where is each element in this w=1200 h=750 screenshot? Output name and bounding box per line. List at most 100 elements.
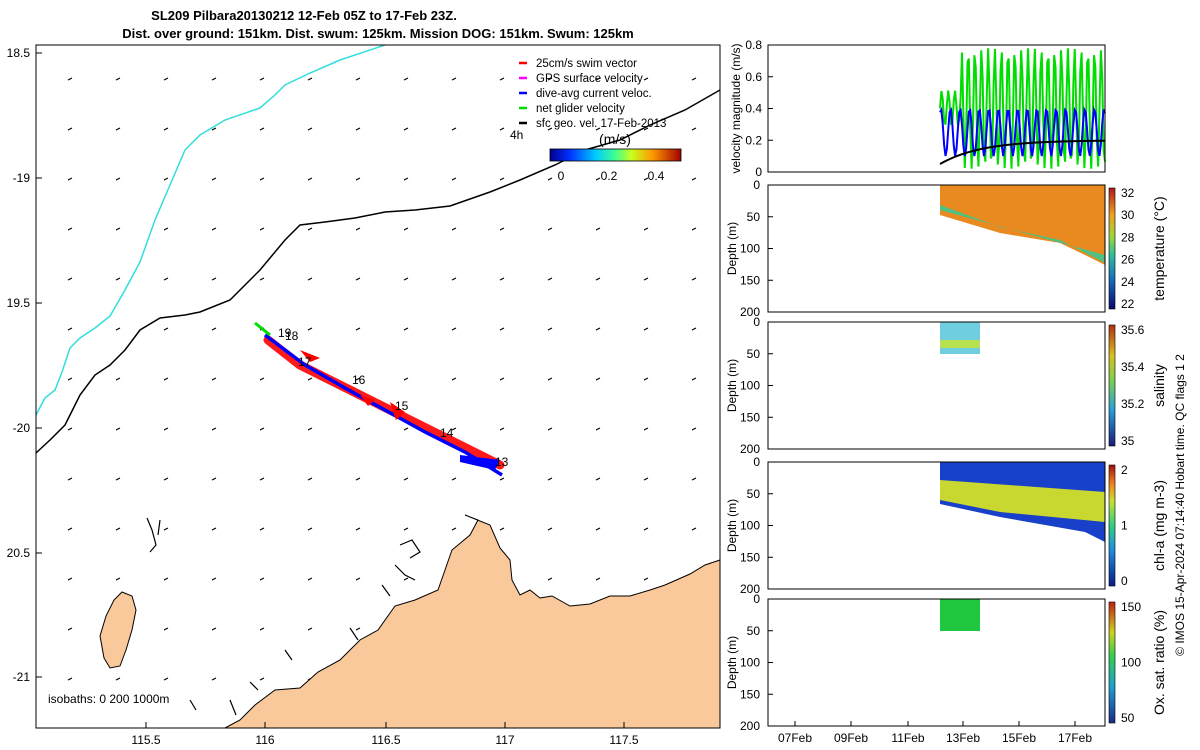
salinity-field <box>940 322 980 354</box>
velocity-arrow <box>403 477 409 481</box>
time-tick-label: 09Feb <box>834 731 868 745</box>
velocity-arrow <box>115 177 121 181</box>
colorbar-tick-label: 1 <box>1121 519 1128 533</box>
time-tick-label: 07Feb <box>778 731 812 745</box>
colorbar-chl-a <box>1108 464 1116 587</box>
velocity-arrow <box>307 527 313 531</box>
map-ytick-label: -21 <box>13 670 31 684</box>
velocity-arrow <box>115 277 121 281</box>
dive-current-cluster <box>460 455 500 470</box>
colorbar-tick-label: 24 <box>1121 275 1135 289</box>
velocity-arrow <box>451 277 457 281</box>
velocity-arrow <box>355 177 361 181</box>
velocity-arrow <box>115 427 121 431</box>
velocity-arrow <box>403 527 409 531</box>
map-ytick-label: -19 <box>13 171 31 185</box>
velocity-arrow <box>67 577 73 581</box>
colorbar-oxygen <box>1108 601 1116 724</box>
panel-frame <box>767 598 1106 727</box>
swim-vector-track <box>263 335 505 470</box>
map-ytick-label: 18.5 <box>7 46 31 60</box>
map-frame <box>35 44 721 729</box>
velocity-arrow <box>67 177 73 181</box>
panel-salinity: 0 50 100 150 200 Depth (m) 35 35.2 35.4 35.6 salin… <box>725 315 1167 456</box>
velocity-arrow <box>307 227 313 231</box>
colorbar-label: chl-a (mg m-3) <box>1151 480 1167 571</box>
velocity-arrow <box>163 677 169 681</box>
colorbar-tick-label: 22 <box>1121 297 1135 311</box>
time-axis: 07Feb 09Feb 11Feb 13Feb 15Feb 17Feb <box>778 721 1092 745</box>
map-xtick-label: 117 <box>495 733 514 747</box>
panel-frame <box>767 461 1106 590</box>
velocity-arrow <box>211 77 217 81</box>
velocity-arrow <box>643 77 649 81</box>
velocity-arrow <box>691 227 697 231</box>
velocity-arrow <box>355 577 361 581</box>
velocity-arrow <box>307 377 313 381</box>
velocity-ytick-label: 0.6 <box>745 70 762 84</box>
depth-ytick-label: 50 <box>747 624 761 638</box>
velocity-arrow <box>163 227 169 231</box>
velocity-arrow <box>547 527 553 531</box>
depth-ytick-label: 100 <box>740 379 760 393</box>
depth-ylabel: Depth (m) <box>725 499 739 552</box>
depth-ytick-label: 200 <box>740 582 760 596</box>
colorbar-label: Ox. sat. ratio (%) <box>1151 610 1167 715</box>
velocity-arrow <box>595 427 601 431</box>
velocity-arrow <box>355 227 361 231</box>
velocity-arrow <box>547 377 553 381</box>
velocity-arrow <box>115 477 121 481</box>
speed-colorbar-ticks: 0 0.2 0.4 <box>558 169 665 183</box>
time-tick-label: 15Feb <box>1002 731 1036 745</box>
velocity-arrow <box>259 127 265 131</box>
velocity-arrow <box>499 77 505 81</box>
velocity-arrow <box>211 277 217 281</box>
map-longitude-ticks: 115.5 116 116.5 117 117.5 <box>131 722 639 747</box>
velocity-arrow <box>259 627 265 631</box>
net-velocity-series <box>939 48 1106 169</box>
velocity-arrow <box>451 527 457 531</box>
velocity-arrow <box>595 527 601 531</box>
velocity-arrow <box>259 277 265 281</box>
velocity-arrow <box>451 427 457 431</box>
surface-velocity-series <box>939 139 1106 165</box>
velocity-arrow <box>307 427 313 431</box>
velocity-arrow <box>595 227 601 231</box>
velocity-arrow <box>547 477 553 481</box>
velocity-arrow <box>115 77 121 81</box>
velocity-arrow <box>595 577 601 581</box>
velocity-arrow <box>499 527 505 531</box>
velocity-arrow <box>211 227 217 231</box>
velocity-arrow <box>259 577 265 581</box>
velocity-arrow <box>499 177 505 181</box>
velocity-arrow <box>403 327 409 331</box>
colorbar-tick-label: 50 <box>1121 711 1135 725</box>
velocity-arrow <box>499 377 505 381</box>
depth-ytick-label: 50 <box>747 347 761 361</box>
velocity-arrow <box>163 127 169 131</box>
panel-temperature: 0 50 100 150 200 Depth (m) 22 24 26 28 30 32 tempera… <box>725 178 1167 319</box>
velocity-arrow <box>451 477 457 481</box>
velocity-arrow <box>595 77 601 81</box>
velocity-arrow <box>115 527 121 531</box>
colorbar-tick-label: 32 <box>1121 186 1135 200</box>
velocity-arrow <box>307 477 313 481</box>
velocity-arrow <box>259 177 265 181</box>
velocity-arrow <box>499 227 505 231</box>
credit-text: © IMOS 15-Apr-2024 07:14:40 Hobart time.… <box>1173 354 1187 656</box>
day-label: 19 <box>278 326 292 340</box>
velocity-arrow <box>67 277 73 281</box>
colorbar-temperature <box>1108 187 1116 310</box>
speed-colorbar-label: (m/s) <box>599 131 631 147</box>
swim-vector-cluster <box>300 350 405 420</box>
velocity-arrow <box>643 227 649 231</box>
velocity-ytick-label: 0.4 <box>745 102 762 116</box>
velocity-arrow <box>691 327 697 331</box>
velocity-arrow <box>643 327 649 331</box>
velocity-arrow <box>67 377 73 381</box>
map-ytick-label: -20 <box>13 421 31 435</box>
colorbar-tick-label: 0 <box>1121 574 1128 588</box>
